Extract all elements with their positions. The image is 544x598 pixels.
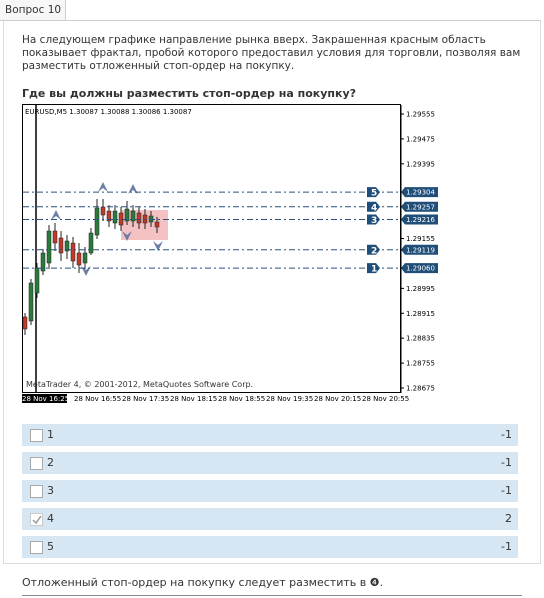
- checkbox[interactable]: [30, 485, 43, 498]
- level-number: 4: [371, 203, 377, 213]
- time-tick-label: 28 Nov 20:55: [362, 395, 409, 403]
- option-score: 2: [505, 512, 512, 525]
- question-prompt: Где вы должны разместить стоп-ордер на п…: [22, 87, 357, 100]
- checkbox[interactable]: [30, 457, 43, 470]
- level-badge: [367, 214, 380, 225]
- level-badge: [367, 187, 380, 198]
- candle-body: [112, 210, 118, 224]
- candle-body: [154, 221, 160, 228]
- price-tick-label: 1.28995: [406, 285, 435, 293]
- option-label: 4: [47, 512, 54, 525]
- price-tick-label: 1.28915: [406, 310, 435, 318]
- option-label: 2: [47, 456, 54, 469]
- time-tick-label: 28 Nov 18:15: [170, 395, 217, 403]
- candle-body: [106, 210, 112, 222]
- separator: [22, 595, 522, 596]
- fractal-arrow: [122, 231, 132, 241]
- level-price: 1.29304: [406, 189, 435, 197]
- candle-body: [136, 212, 142, 224]
- option-score: -1: [501, 456, 512, 469]
- candle-body: [100, 206, 106, 216]
- candle-body: [148, 215, 154, 223]
- option-row[interactable]: 3 -1: [22, 480, 518, 502]
- candle-body: [82, 252, 88, 264]
- answer-explanation: Отложенный стоп-ордер на покупку следует…: [22, 576, 384, 589]
- question-box: [3, 20, 541, 564]
- option-label: 5: [47, 540, 54, 553]
- price-tick-label: 1.29155: [406, 235, 435, 243]
- chart-image: EURUSD,M5 1.30087 1.30088 1.30086 1.3008…: [22, 103, 442, 405]
- candle-body: [124, 208, 130, 222]
- price-badge: [401, 201, 438, 212]
- candle-body: [28, 282, 34, 322]
- price-tick-label: 1.28675: [406, 385, 435, 393]
- caption: MetaTrader 4, © 2001-2012, MetaQuotes So…: [26, 380, 253, 389]
- candle-body: [130, 210, 136, 222]
- price-badge: [401, 214, 438, 225]
- fractal-arrow: [128, 184, 138, 194]
- price-badge: [401, 244, 438, 255]
- question-text: На следующем графике направление рынка в…: [22, 34, 521, 72]
- candle-body: [58, 237, 64, 254]
- time-tick-label: 28 Nov 19:35: [266, 395, 313, 403]
- candle-body: [34, 267, 40, 294]
- time-highlight: [22, 394, 67, 403]
- time-tick-label: 28 Nov 16:25: [22, 395, 69, 403]
- option-score: -1: [501, 428, 512, 441]
- level-number: 1: [371, 265, 377, 275]
- option-label: 1: [47, 428, 54, 441]
- time-tick-label: 28 Nov 18:55: [218, 395, 265, 403]
- checkbox[interactable]: [30, 513, 43, 526]
- level-number: 5: [371, 189, 377, 199]
- fractal-arrow: [153, 241, 163, 251]
- level-badge: [367, 244, 380, 255]
- question-header: Вопрос 10: [0, 0, 66, 21]
- level-price: 1.29216: [406, 216, 435, 224]
- candle-body: [118, 212, 124, 226]
- level-price: 1.29119: [406, 246, 435, 254]
- candle-body: [52, 230, 58, 244]
- candle-body: [142, 214, 148, 224]
- candle-body: [46, 230, 52, 264]
- checkbox[interactable]: [30, 541, 43, 554]
- level-number: 3: [371, 216, 377, 226]
- candle-body: [88, 232, 94, 254]
- price-tick-label: 1.29395: [406, 160, 435, 168]
- symbol-info: EURUSD,M5 1.30087 1.30088 1.30086 1.3008…: [25, 108, 192, 116]
- level-price: 1.29257: [406, 203, 435, 211]
- checkbox[interactable]: [30, 429, 43, 442]
- fractal-arrow: [51, 210, 61, 220]
- price-tick-label: 1.29475: [406, 135, 435, 143]
- price-badge: [401, 187, 438, 198]
- price-tick-label: 1.29555: [406, 111, 435, 119]
- level-price: 1.29060: [406, 265, 435, 273]
- price-tick-label: 1.28835: [406, 335, 435, 343]
- level-number: 2: [371, 246, 377, 256]
- candle-body: [40, 252, 46, 272]
- checkmark: [32, 515, 42, 525]
- time-tick-label: 28 Nov 17:35: [122, 395, 169, 403]
- time-tick-label: 28 Nov 16:55: [74, 395, 121, 403]
- level-badge: [367, 201, 380, 212]
- option-label: 3: [47, 484, 54, 497]
- price-badge: [401, 263, 438, 274]
- candle-body: [22, 316, 28, 330]
- fractal-arrow: [98, 182, 108, 192]
- level-badge: [367, 263, 380, 274]
- time-tick-label: 28 Nov 20:15: [314, 395, 361, 403]
- price-tick-label: 1.28755: [406, 360, 435, 368]
- option-score: -1: [501, 540, 512, 553]
- option-row[interactable]: 2 -1: [22, 452, 518, 474]
- option-score: -1: [501, 484, 512, 497]
- candle-body: [94, 207, 100, 236]
- option-row[interactable]: 1 -1: [22, 424, 518, 446]
- candle-body: [70, 242, 76, 262]
- option-row[interactable]: 5 -1: [22, 536, 518, 558]
- candle-body: [76, 252, 82, 266]
- candle-body: [64, 240, 70, 252]
